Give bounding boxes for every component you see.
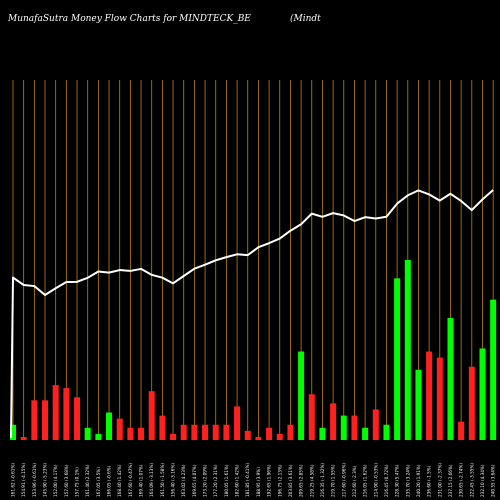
chart-title: MunafaSutra Money Flow Charts for MINDTE…: [7, 14, 251, 24]
x-tick-label: 154.91 (-4.15%): [21, 463, 26, 497]
flow-bar: [180, 424, 187, 440]
x-tick-label: 214.90 (-0.53%): [373, 463, 378, 497]
x-tick-label: 161.40 (2.32%): [85, 464, 90, 497]
flow-bar: [223, 424, 230, 440]
x-tick-label: 182.60 (1.42%): [235, 464, 240, 497]
x-tick-label: 153.96 (-0.61%): [32, 463, 37, 497]
flow-bar: [159, 415, 166, 440]
x-tick-label: 212.60 (-2.3%): [352, 465, 357, 497]
flow-bar: [415, 369, 422, 440]
x-tick-label: 157.75 (0.1%): [75, 467, 80, 497]
x-tick-label: 169.65 (4.07%): [192, 464, 197, 497]
x-tick-label: 203.85 (3.61%): [288, 464, 293, 497]
flow-bar: [468, 366, 475, 440]
flow-bar: [436, 357, 443, 440]
flow-bar: [234, 406, 241, 440]
x-tick-label: 216.05 (1.62%): [363, 464, 368, 497]
x-tick-label: 237.15 (2.66%): [448, 464, 453, 497]
flow-bar: [255, 436, 262, 440]
x-tick-label: 216.35 (-1.32%): [320, 463, 325, 497]
flow-bar: [42, 400, 49, 440]
x-tick-label: 157.60 (3.68%): [64, 464, 69, 497]
flow-bar: [170, 433, 177, 440]
flow-bar: [287, 424, 294, 440]
x-tick-label: 161.62 (-0.61%): [11, 463, 16, 497]
x-tick-label: 173.20 (2.09%): [203, 464, 208, 497]
x-tick-label: 180.05 (1.61%): [224, 464, 229, 497]
flow-bar: [84, 427, 91, 440]
flow-bar: [276, 433, 283, 440]
x-tick-label: 219.70 (1.55%): [331, 464, 336, 497]
flow-bar: [202, 424, 209, 440]
flow-bar: [212, 424, 219, 440]
x-tick-label: 163.02 (4.23%): [181, 464, 186, 497]
flow-bar: [127, 427, 134, 440]
price-line: [10, 189, 494, 439]
flow-bar: [383, 424, 390, 440]
x-tick-label: 164.09 (-3.13%): [149, 463, 154, 497]
x-tick-label: 169.40 (1.07%): [139, 464, 144, 497]
x-tick-label: 156.40 (-3.16%): [171, 463, 176, 497]
x-tick-label: 228.30 (5.47%): [395, 464, 400, 497]
flow-bar: [95, 433, 102, 440]
x-tick-label: 177.20 (2.31%): [213, 464, 218, 497]
money-flow-bars: [10, 260, 497, 440]
flow-bar: [351, 415, 358, 440]
flow-bar: [372, 409, 379, 440]
flow-bar: [20, 436, 27, 440]
flow-bar: [31, 400, 38, 440]
x-tick-label: 222.45 (-3.55%): [469, 463, 474, 497]
x-tick-label: 219.25 (4.58%): [309, 464, 314, 497]
flow-bar: [148, 391, 155, 440]
x-tick-labels: 161.62 (-0.61%) 154.91 (-4.15%) 153.96 (-0…: [11, 463, 496, 497]
flow-bar: [308, 394, 315, 440]
x-tick-label: 167.05 (3.5%): [96, 467, 101, 497]
x-tick-label: 167.60 (-0.47%): [128, 463, 133, 497]
flow-bar: [404, 260, 411, 440]
flow-bar: [116, 418, 123, 440]
flow-bar: [63, 388, 70, 440]
flow-bar: [447, 317, 454, 440]
x-tick-label: 230.65 (-2.74%): [459, 463, 464, 497]
x-tick-label: 168.40 (1.42%): [117, 464, 122, 497]
flow-bar: [340, 415, 347, 440]
flow-bar: [330, 403, 337, 440]
flow-bar: [138, 427, 145, 440]
x-tick-label: 145.90 (-5.23%): [43, 463, 48, 497]
x-tick-label: 232.10 (4.34%): [480, 464, 485, 497]
flow-bar: [10, 424, 16, 440]
flow-bar: [490, 299, 497, 440]
flow-bar: [244, 430, 251, 440]
x-tick-label: 240.20 (1.91%): [416, 464, 421, 497]
flow-bar: [191, 424, 198, 440]
x-tick-label: 216.45 (0.72%): [384, 464, 389, 497]
flow-bar: [266, 427, 273, 440]
x-tick-label: 236.60 (-1.5%): [427, 465, 432, 497]
flow-bar: [479, 348, 486, 440]
x-tick-label: 166.05 (-0.6%): [107, 465, 112, 497]
x-tick-label: 192.65 (1.96%): [267, 464, 272, 497]
x-tick-label: 217.60 (-0.96%): [341, 463, 346, 497]
flow-bar: [426, 351, 433, 440]
x-tick-label: 231.00 (-2.37%): [437, 463, 442, 497]
flow-bar: [52, 385, 59, 440]
flow-bar: [319, 427, 326, 440]
flow-bar: [458, 421, 465, 440]
flow-bar: [362, 427, 369, 440]
x-tick-label: 188.95 (3.9%): [256, 467, 261, 497]
flow-bar: [106, 412, 113, 440]
x-tick-label: 240.55 (3.64%): [491, 464, 496, 497]
chart-title-right: (Mindt: [290, 13, 321, 24]
x-tick-label: 161.50 (-1.58%): [160, 463, 165, 497]
price-line-path: [10, 189, 494, 439]
x-tick-label: 196.75 (2.13%): [277, 464, 282, 497]
x-tick-label: 181.85 (-0.41%): [245, 463, 250, 497]
x-tick-label: 209.65 (2.85%): [299, 464, 304, 497]
flow-bar: [298, 351, 305, 440]
flow-bar: [74, 397, 81, 440]
flow-bar: [394, 278, 401, 440]
x-tick-label: 235.70 (3.24%): [405, 464, 410, 497]
x-tick-label: 152.00 (4.17%): [53, 464, 58, 497]
